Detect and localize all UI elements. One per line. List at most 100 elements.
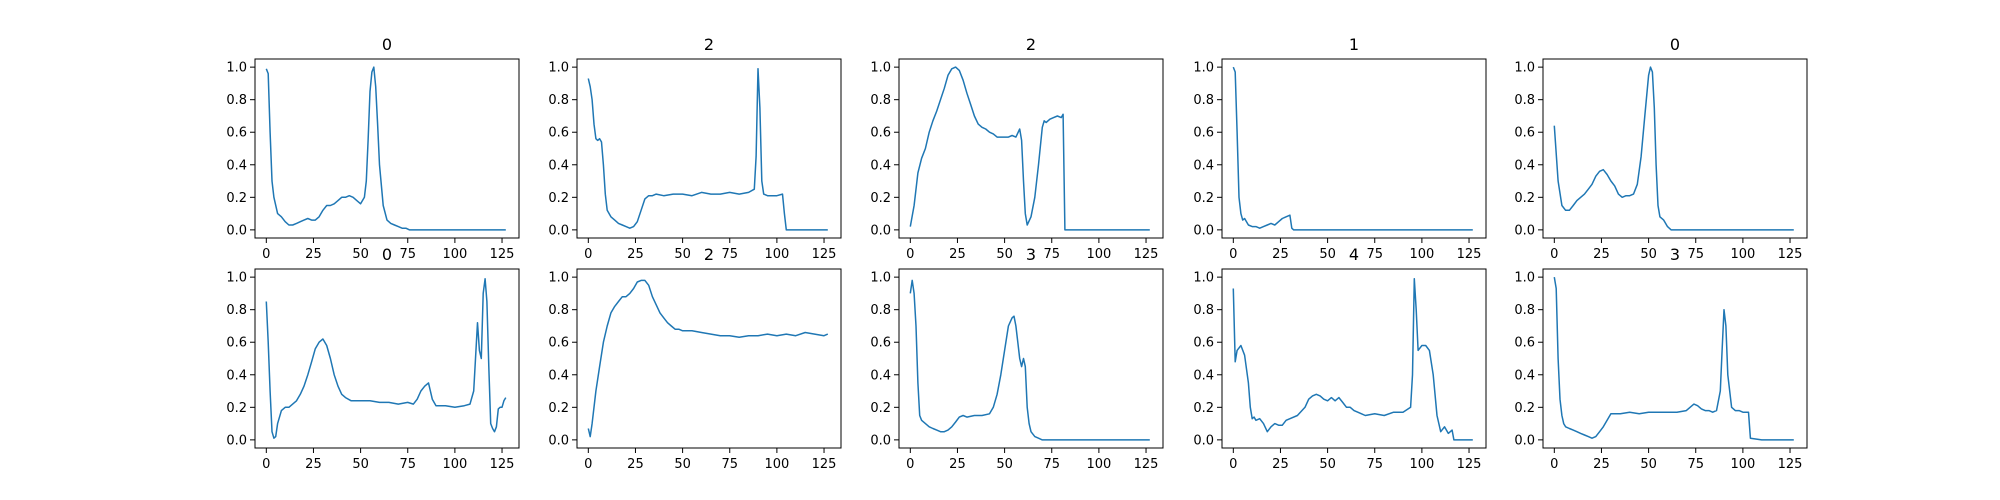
subplot-title: 2 — [1026, 35, 1036, 54]
y-tick-label: 0.4 — [226, 368, 247, 383]
subplot-title: 4 — [1349, 245, 1359, 264]
x-tick-label: 50 — [674, 247, 691, 262]
x-tick-label: 25 — [627, 247, 644, 262]
y-tick-label: 0.0 — [1193, 433, 1214, 448]
axes-frame — [254, 268, 520, 449]
y-tick-label: 0.0 — [1514, 433, 1535, 448]
y-tick-label: 0.4 — [1193, 368, 1214, 383]
y-tick-label: 1.0 — [870, 61, 891, 76]
y-tick-label: 1.0 — [1193, 271, 1214, 286]
y-tick-label: 1.0 — [548, 61, 569, 76]
x-tick-label: 0 — [1550, 247, 1558, 262]
y-tick-label: 0.4 — [1514, 158, 1535, 173]
y-tick-label: 0.6 — [548, 126, 569, 141]
y-tick-label: 0.4 — [870, 368, 891, 383]
x-tick-label: 100 — [764, 457, 789, 472]
series-line — [1553, 276, 1794, 441]
subplot-title: 3 — [1026, 245, 1036, 264]
subplot-title: 2 — [704, 245, 714, 264]
y-tick-label: 1.0 — [226, 61, 247, 76]
y-tick-label: 0.4 — [226, 158, 247, 173]
axes-frame — [576, 58, 842, 239]
x-tick-label: 125 — [490, 457, 515, 472]
y-tick-label: 0.8 — [870, 303, 891, 318]
y-tick-label: 0.0 — [548, 223, 569, 238]
y-tick-label: 1.0 — [870, 271, 891, 286]
x-tick-label: 0 — [906, 247, 914, 262]
subplot-title: 1 — [1349, 35, 1359, 54]
x-tick-label: 0 — [1229, 457, 1237, 472]
x-tick-label: 0 — [262, 247, 270, 262]
y-tick-label: 0.4 — [548, 158, 569, 173]
y-tick-label: 1.0 — [1193, 61, 1214, 76]
axes-frame — [1542, 268, 1808, 449]
subplot-title: 0 — [382, 35, 392, 54]
subplot-title: 2 — [704, 35, 714, 54]
x-tick-label: 50 — [352, 247, 369, 262]
x-tick-label: 100 — [764, 247, 789, 262]
subplot-0: 0 0 25 50 75 100 125 0.0 0.2 0.4 0.6 0.8 1.0 — [226, 35, 520, 262]
x-tick-label: 125 — [1134, 457, 1159, 472]
series-line — [909, 279, 1150, 441]
y-tick-label: 0.2 — [1514, 191, 1535, 206]
x-tick-label: 75 — [1043, 457, 1060, 472]
series-line — [587, 279, 829, 438]
subplot-3: 1 0 25 50 75 100 125 0.0 0.2 0.4 0.6 0.8 1.0 — [1193, 35, 1487, 262]
x-tick-label: 25 — [1272, 247, 1289, 262]
y-tick-label: 0.0 — [1514, 223, 1535, 238]
x-tick-label: 100 — [1086, 457, 1111, 472]
series-line — [265, 278, 507, 439]
y-tick-label: 1.0 — [548, 271, 569, 286]
x-tick-label: 0 — [906, 457, 914, 472]
subplot-6: 2 0 25 50 75 100 125 0.0 0.2 0.4 0.6 0.8 1.0 — [548, 245, 842, 472]
axes-frame — [254, 58, 520, 239]
x-tick-label: 125 — [490, 247, 515, 262]
y-tick-label: 0.6 — [1514, 126, 1535, 141]
subplot-title: 3 — [1670, 245, 1680, 264]
x-tick-label: 125 — [812, 247, 837, 262]
x-tick-label: 75 — [1366, 247, 1383, 262]
x-tick-label: 100 — [442, 457, 467, 472]
x-tick-label: 25 — [305, 247, 322, 262]
y-tick-label: 0.6 — [870, 126, 891, 141]
y-tick-label: 1.0 — [226, 271, 247, 286]
series-line — [1232, 278, 1473, 441]
y-tick-label: 0.2 — [1193, 191, 1214, 206]
subplot-2: 2 0 25 50 75 100 125 0.0 0.2 0.4 0.6 0.8 1.0 — [870, 35, 1164, 262]
y-tick-label: 0.6 — [226, 126, 247, 141]
y-tick-label: 0.6 — [1514, 336, 1535, 351]
y-tick-label: 0.2 — [870, 191, 891, 206]
y-tick-label: 0.8 — [870, 93, 891, 108]
axes-frame — [1542, 58, 1808, 239]
x-tick-label: 100 — [1730, 457, 1755, 472]
y-tick-label: 0.4 — [548, 368, 569, 383]
axes-frame — [1221, 268, 1487, 449]
series-line — [1553, 66, 1794, 231]
y-tick-label: 0.0 — [1193, 223, 1214, 238]
x-tick-label: 100 — [1086, 247, 1111, 262]
y-tick-label: 1.0 — [1514, 61, 1535, 76]
y-tick-label: 0.2 — [548, 401, 569, 416]
y-tick-label: 0.2 — [1514, 401, 1535, 416]
x-tick-label: 75 — [1043, 247, 1060, 262]
series-line — [265, 66, 506, 231]
x-tick-label: 75 — [721, 247, 738, 262]
x-tick-label: 100 — [442, 247, 467, 262]
y-tick-label: 0.6 — [870, 336, 891, 351]
y-tick-label: 0.8 — [1193, 93, 1214, 108]
x-tick-label: 0 — [1229, 247, 1237, 262]
y-tick-label: 0.6 — [1193, 126, 1214, 141]
y-tick-label: 0.2 — [226, 191, 247, 206]
x-tick-label: 75 — [721, 457, 738, 472]
x-tick-label: 25 — [949, 457, 966, 472]
x-tick-label: 50 — [1319, 247, 1336, 262]
y-tick-label: 0.8 — [1193, 303, 1214, 318]
y-tick-label: 0.8 — [226, 93, 247, 108]
subplot-1: 2 0 25 50 75 100 125 0.0 0.2 0.4 0.6 0.8 1.0 — [548, 35, 842, 262]
y-tick-label: 0.4 — [1514, 368, 1535, 383]
x-tick-label: 0 — [584, 457, 592, 472]
y-tick-label: 0.6 — [226, 336, 247, 351]
axes-frame — [898, 58, 1164, 239]
y-tick-label: 0.0 — [870, 433, 891, 448]
